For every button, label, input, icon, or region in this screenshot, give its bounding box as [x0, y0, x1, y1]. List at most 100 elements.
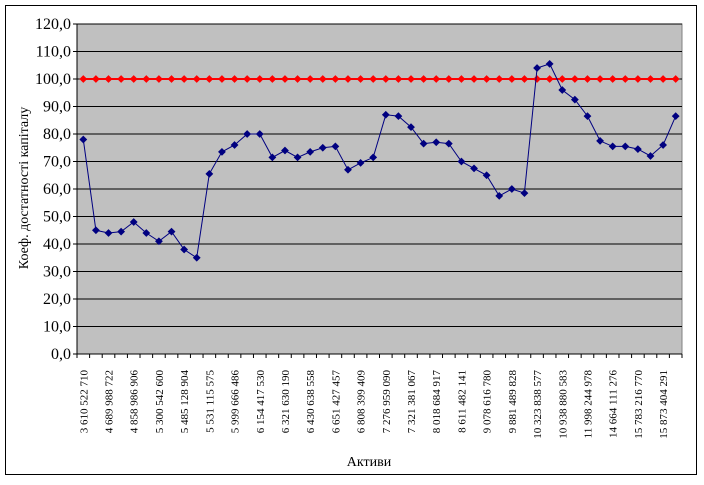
y-tick-label: 40,0 — [43, 236, 71, 253]
data-point — [180, 75, 189, 83]
y-tick-label: 70,0 — [43, 154, 71, 171]
y-tick-label: 10,0 — [43, 319, 71, 336]
data-point — [129, 75, 138, 83]
x-tick-label: 6 321 630 190 — [280, 370, 292, 434]
data-point — [482, 171, 491, 180]
data-point — [596, 75, 604, 83]
x-axis-title: Активи — [347, 455, 392, 470]
x-tick-label: 6 808 399 409 — [356, 370, 368, 434]
x-tick-label: 9 078 616 780 — [482, 370, 494, 434]
data-point — [470, 164, 478, 173]
x-tick-label: 15 783 216 770 — [633, 370, 645, 439]
data-point — [432, 138, 441, 147]
data-point — [306, 147, 315, 156]
data-point — [659, 75, 668, 83]
x-tick-label: 14 664 111 276 — [608, 370, 620, 438]
data-point — [91, 75, 100, 83]
data-point — [281, 75, 289, 83]
data-point — [583, 112, 592, 121]
data-point — [142, 229, 151, 237]
data-point — [255, 130, 264, 138]
data-point — [281, 146, 289, 155]
data-point — [192, 75, 201, 83]
data-point — [142, 75, 151, 83]
data-point — [369, 153, 378, 162]
data-point — [583, 75, 592, 83]
data-point — [117, 75, 126, 83]
data-point — [117, 227, 126, 236]
data-point — [91, 226, 100, 235]
data-point — [331, 75, 340, 83]
data-point — [646, 75, 655, 83]
data-point — [495, 191, 504, 200]
data-point — [633, 145, 642, 154]
x-tick-label: 9 881 489 828 — [507, 370, 519, 434]
data-point — [621, 142, 630, 151]
x-tick-label: 10 938 880 583 — [557, 370, 569, 439]
data-point — [570, 75, 579, 83]
data-point — [520, 75, 529, 83]
data-point — [155, 237, 163, 246]
data-point — [381, 110, 390, 119]
data-point — [79, 75, 88, 83]
x-tick-label: 6 651 427 457 — [330, 370, 342, 434]
data-point — [444, 75, 453, 83]
data-point — [621, 75, 630, 83]
data-point — [268, 75, 277, 83]
data-point — [495, 75, 504, 83]
y-tick-label: 90,0 — [43, 99, 71, 116]
data-point — [558, 86, 567, 94]
x-tick-label: 5 485 128 904 — [179, 370, 191, 434]
data-point — [129, 218, 138, 226]
data-point — [608, 142, 617, 151]
data-point — [507, 185, 516, 193]
data-point — [545, 59, 554, 68]
x-tick-label: 8 018 684 917 — [431, 370, 443, 434]
data-point — [520, 189, 529, 198]
data-point — [507, 75, 516, 83]
y-tick-labels: 0,0 10,0 20,0 30,0 40,0 50,0 60,0 70,0 80,0 90,0 1… — [35, 16, 71, 363]
data-point — [293, 153, 302, 162]
data-point — [659, 141, 668, 149]
data-point — [79, 135, 88, 144]
x-tick-label: 15 873 404 291 — [658, 370, 670, 439]
data-point — [457, 157, 466, 166]
data-point — [419, 75, 428, 83]
data-point — [167, 75, 176, 83]
data-point — [104, 229, 113, 237]
data-point — [306, 75, 315, 83]
data-point — [570, 95, 579, 104]
data-point — [356, 75, 365, 83]
x-tick-label: 8 611 482 141 — [456, 370, 468, 433]
data-point — [155, 75, 163, 83]
x-tick-label: 7 276 959 090 — [381, 370, 393, 434]
data-point — [243, 75, 252, 83]
data-point — [344, 75, 352, 83]
data-point — [318, 75, 327, 83]
x-tick-label: 4 858 986 906 — [129, 370, 141, 434]
data-point — [671, 112, 680, 121]
data-point — [230, 141, 239, 149]
y-tick-label: 80,0 — [43, 126, 71, 143]
data-point — [596, 136, 604, 145]
data-point — [407, 123, 415, 132]
series-line — [82, 63, 677, 259]
data-point — [243, 130, 252, 138]
data-point — [104, 75, 113, 83]
x-tick-label: 4 689 988 722 — [104, 370, 116, 433]
data-point — [470, 75, 478, 83]
data-point — [356, 158, 365, 167]
data-point — [218, 75, 226, 83]
y-tick-label: 100,0 — [35, 71, 71, 88]
x-tick-label: 11 998 244 978 — [582, 370, 594, 439]
data-point — [671, 75, 680, 83]
x-tick-labels: 3 610 522 710 4 689 988 722 4 858 986 906 5… — [78, 370, 670, 439]
x-tick-label: 3 610 522 710 — [78, 370, 90, 434]
data-point — [608, 75, 617, 83]
data-point — [167, 227, 176, 236]
data-point — [205, 75, 214, 83]
y-tick-label: 60,0 — [43, 181, 71, 198]
x-tick-label: 5 300 542 600 — [154, 370, 166, 434]
y-axis-title: Коеф. достатності капіталу — [17, 107, 32, 269]
data-point — [192, 253, 201, 262]
